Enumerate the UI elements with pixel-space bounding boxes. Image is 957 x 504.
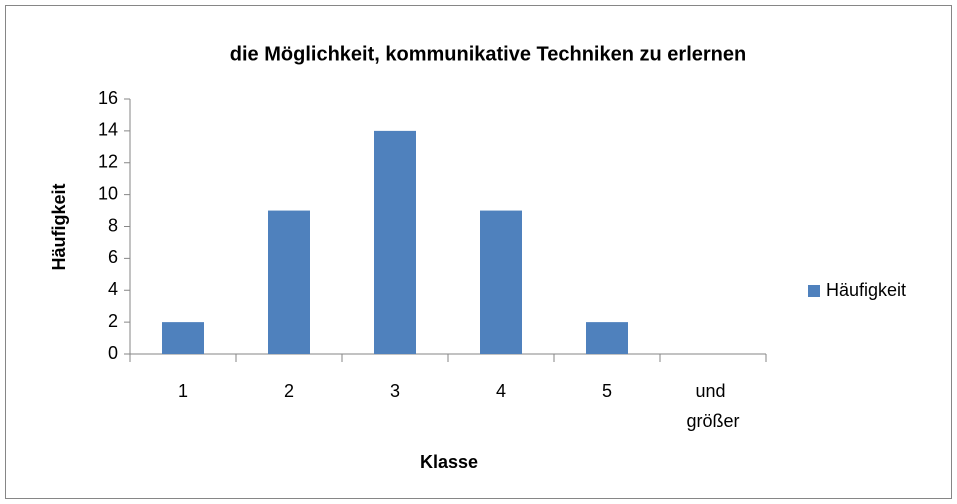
y-tick-label: 2 — [108, 311, 118, 331]
x-axis-label: Klasse — [420, 452, 478, 472]
y-tick-label: 8 — [108, 215, 118, 235]
y-tick-label: 12 — [98, 152, 118, 172]
x-tick-label: 2 — [284, 381, 294, 401]
chart-title: die Möglichkeit, kommunikative Techniken… — [230, 43, 746, 65]
legend-swatch — [808, 285, 820, 297]
bar — [162, 322, 204, 354]
x-tick-label: und größer — [686, 381, 739, 431]
bar — [480, 210, 522, 354]
y-tick-label: 0 — [108, 343, 118, 363]
x-tick-label: 5 — [602, 381, 612, 401]
y-tick-label: 14 — [98, 120, 118, 140]
y-tick-label: 10 — [98, 183, 118, 203]
bar — [374, 130, 416, 354]
bar — [268, 210, 310, 354]
bar — [586, 322, 628, 354]
x-tick-label: 3 — [390, 381, 400, 401]
y-tick-label: 4 — [108, 279, 118, 299]
chart-border — [5, 5, 952, 499]
y-tick-label: 6 — [108, 247, 118, 267]
y-axis-label: Häufigkeit — [49, 183, 69, 270]
y-tick-label: 16 — [98, 88, 118, 108]
legend-label: Häufigkeit — [826, 280, 906, 300]
x-tick-label: 1 — [178, 381, 188, 401]
x-tick-label: 4 — [496, 381, 506, 401]
